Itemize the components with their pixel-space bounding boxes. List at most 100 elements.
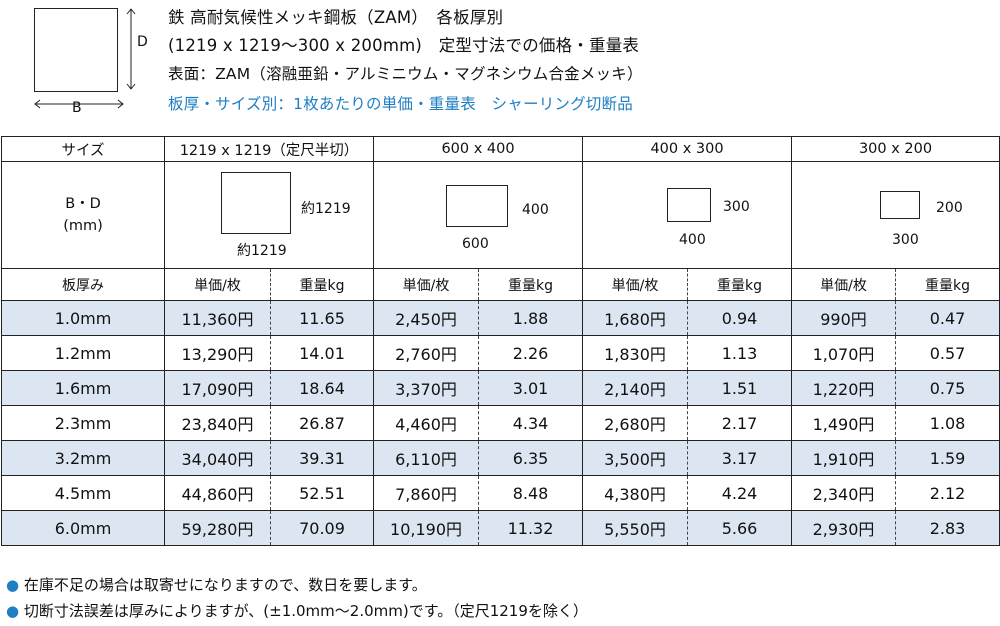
note-tolerance-text: 切断寸法誤差は厚みによりますが、(±1.0mm〜2.0mm)です。（定尺1219…: [23, 602, 588, 620]
weight-cell: 4.24: [687, 475, 793, 511]
unit-price-cell: 2,680円: [582, 405, 689, 441]
sheet-600x400-d: 400: [522, 202, 549, 218]
weight-cell: 3.01: [478, 370, 584, 406]
table-row: 1.0mm 11,360円 11.65 2,450円 1.88 1,680円 0.94 990…: [1, 300, 1000, 336]
weight-cell: 26.87: [269, 405, 375, 441]
weight-cell: 1.08: [895, 405, 1000, 441]
unit-price-cell: 13,290円: [164, 335, 271, 371]
column-header-row: 板厚み 単価/枚 重量kg 単価/枚 重量kg 単価/枚 重量kg 単価/枚 重…: [1, 268, 1000, 301]
unit-price-header: 単価/枚: [164, 268, 271, 301]
sheet-1219-b: 約1219: [237, 243, 287, 259]
unit-price-cell: 7,860円: [373, 475, 480, 511]
weight-cell: 4.34: [478, 405, 584, 441]
unit-price-cell: 4,460円: [373, 405, 480, 441]
table-row: 3.2mm 34,040円 39.31 6,110円 6.35 3,500円 3.17 1,9…: [1, 440, 1000, 476]
weight-cell: 2.83: [895, 510, 1000, 546]
unit-price-cell: 2,340円: [791, 475, 897, 511]
weight-cell: 39.31: [269, 440, 375, 476]
sheet-1219-rect: [221, 172, 291, 234]
size-label: サイズ: [1, 136, 165, 162]
unit-price-cell: 1,830円: [582, 335, 689, 371]
note-stock: ● 在庫不足の場合は取寄せになりますので、数日を要します。: [6, 574, 427, 595]
weight-cell: 8.48: [478, 475, 584, 511]
sheet-300x200-b: 300: [892, 232, 919, 248]
weight-cell: 18.64: [269, 370, 375, 406]
weight-cell: 52.51: [269, 475, 375, 511]
bd-label: B・D: [65, 196, 101, 212]
unit-price-cell: 1,070円: [791, 335, 897, 371]
size-diagram-square: [34, 8, 118, 92]
unit-price-header: 単価/枚: [791, 268, 897, 301]
weight-header: 重量kg: [895, 268, 1000, 301]
weight-cell: 11.65: [269, 300, 375, 336]
unit-price-cell: 6,110円: [373, 440, 480, 476]
thickness-cell: 4.5mm: [1, 475, 165, 511]
weight-cell: 0.57: [895, 335, 1000, 371]
bullet-icon: ●: [6, 576, 20, 594]
unit-price-cell: 10,190円: [373, 510, 480, 546]
table-row: 1.6mm 17,090円 18.64 3,370円 3.01 2,140円 1.51 1,2…: [1, 370, 1000, 406]
sheet-400x300-b: 400: [679, 232, 706, 248]
sheet-1219-d: 約1219: [301, 201, 351, 217]
size-diagram-300x200: 200 300: [791, 161, 1000, 269]
unit-price-cell: 3,370円: [373, 370, 480, 406]
weight-header: 重量kg: [269, 268, 375, 301]
unit-price-cell: 4,380円: [582, 475, 689, 511]
unit-price-cell: 23,840円: [164, 405, 271, 441]
weight-cell: 2.26: [478, 335, 584, 371]
weight-cell: 6.35: [478, 440, 584, 476]
size-diagram-600x400: 400 600: [373, 161, 584, 269]
size-diagram-row: B・D (mm) 約1219 約1219 400 600 300 400: [1, 161, 1000, 269]
weight-header: 重量kg: [478, 268, 584, 301]
note-tolerance: ● 切断寸法誤差は厚みによりますが、(±1.0mm〜2.0mm)です。（定尺12…: [6, 600, 588, 621]
sheet-300x200-rect: [880, 191, 921, 219]
weight-cell: 14.01: [269, 335, 375, 371]
size-range-subtitle: (1219 x 1219〜300 x 200mm) 定型寸法での価格・重量表: [168, 36, 640, 55]
thickness-cell: 1.0mm: [1, 300, 165, 336]
weight-cell: 2.17: [687, 405, 793, 441]
size-header-row: サイズ 1219 x 1219（定尺半切） 600 x 400 400 x 30…: [1, 136, 1000, 162]
unit-price-cell: 34,040円: [164, 440, 271, 476]
unit-price-cell: 1,680円: [582, 300, 689, 336]
weight-cell: 2.12: [895, 475, 1000, 511]
d-dimension-arrow-icon: [126, 8, 136, 90]
table-caption: 板厚・サイズ別：1枚あたりの単価・重量表 シャーリング切断品: [168, 95, 633, 113]
weight-cell: 1.88: [478, 300, 584, 336]
unit-price-cell: 5,550円: [582, 510, 689, 546]
unit-price-header: 単価/枚: [582, 268, 689, 301]
b-label: B: [72, 100, 82, 116]
bullet-icon: ●: [6, 602, 20, 620]
unit-price-cell: 3,500円: [582, 440, 689, 476]
size-diagram-1219: 約1219 約1219: [163, 161, 375, 269]
page-title: 鉄 高耐気候性メッキ鋼板（ZAM） 各板厚別: [168, 8, 504, 27]
size-name-400x300: 400 x 300: [582, 136, 793, 162]
weight-cell: 11.32: [478, 510, 584, 546]
unit-price-header: 単価/枚: [373, 268, 480, 301]
unit-price-cell: 44,860円: [164, 475, 271, 511]
unit-price-cell: 17,090円: [164, 370, 271, 406]
note-stock-text: 在庫不足の場合は取寄せになりますので、数日を要します。: [23, 576, 427, 594]
sheet-400x300-d: 300: [723, 199, 750, 215]
thickness-cell: 3.2mm: [1, 440, 165, 476]
thickness-cell: 1.2mm: [1, 335, 165, 371]
thickness-cell: 2.3mm: [1, 405, 165, 441]
unit-price-cell: 2,930円: [791, 510, 897, 546]
sheet-600x400-b: 600: [462, 236, 489, 252]
bd-unit: (mm): [63, 218, 103, 234]
weight-cell: 1.59: [895, 440, 1000, 476]
unit-price-cell: 59,280円: [164, 510, 271, 546]
weight-cell: 1.51: [687, 370, 793, 406]
sheet-400x300-rect: [667, 188, 712, 222]
thickness-label: 板厚み: [1, 268, 165, 301]
size-name-1219: 1219 x 1219（定尺半切）: [163, 136, 375, 162]
weight-cell: 1.13: [687, 335, 793, 371]
unit-price-cell: 990円: [791, 300, 897, 336]
size-name-300x200: 300 x 200: [791, 136, 1000, 162]
b-dimension-arrow-icon: [34, 99, 124, 109]
table-row: 6.0mm 59,280円 70.09 10,190円 11.32 5,550円 5.66 2…: [1, 510, 1000, 546]
unit-price-cell: 1,490円: [791, 405, 897, 441]
weight-cell: 0.47: [895, 300, 1000, 336]
weight-cell: 70.09: [269, 510, 375, 546]
table-row: 4.5mm 44,860円 52.51 7,860円 8.48 4,380円 4.24 2,3…: [1, 475, 1000, 511]
weight-cell: 5.66: [687, 510, 793, 546]
